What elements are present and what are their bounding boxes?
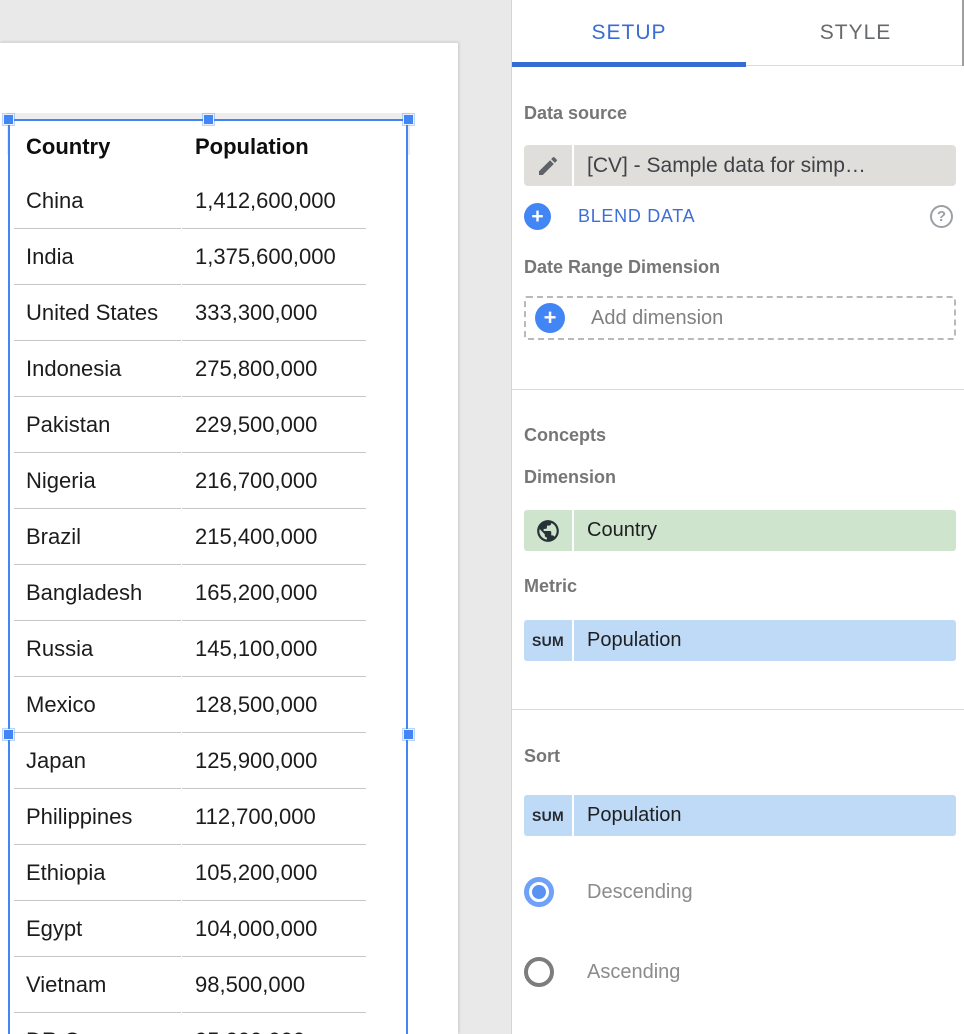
selection-handle-mid-left[interactable] bbox=[3, 729, 14, 740]
table-row: China 1,412,600,000 bbox=[10, 173, 406, 229]
population-cell: 1,412,600,000 bbox=[182, 173, 366, 229]
data-source-name[interactable]: [CV] - Sample data for simp… bbox=[574, 145, 956, 186]
country-cell: United States bbox=[14, 285, 181, 341]
table-row: Ethiopia 105,200,000 bbox=[10, 845, 406, 901]
radio-selected-icon[interactable] bbox=[524, 877, 554, 907]
sum-aggregation-badge: SUM bbox=[524, 620, 572, 661]
sort-ascending-option[interactable]: Ascending bbox=[524, 956, 956, 988]
country-cell: Ethiopia bbox=[14, 845, 181, 901]
country-cell: DR Congo bbox=[14, 1013, 181, 1034]
table-row: Pakistan 229,500,000 bbox=[10, 397, 406, 453]
metric-chip-population[interactable]: SUM Population bbox=[524, 620, 956, 661]
country-cell: Indonesia bbox=[14, 341, 181, 397]
table-header-country: Country bbox=[26, 134, 111, 159]
population-cell: 128,500,000 bbox=[182, 677, 366, 733]
country-cell: Nigeria bbox=[14, 453, 181, 509]
tab-style[interactable]: STYLE bbox=[819, 21, 892, 44]
country-cell: Philippines bbox=[14, 789, 181, 845]
table-chart[interactable]: Country Population China 1,412,600,000 Ind… bbox=[8, 119, 408, 1034]
country-cell: Mexico bbox=[14, 677, 181, 733]
table-row: Vietnam 98,500,000 bbox=[10, 957, 406, 1013]
country-cell: Pakistan bbox=[14, 397, 181, 453]
population-cell: 104,000,000 bbox=[182, 901, 366, 957]
data-source-label: Data source bbox=[524, 103, 628, 123]
add-dimension-dropzone[interactable]: + Add dimension bbox=[524, 296, 956, 340]
concepts-label: Concepts bbox=[524, 425, 607, 445]
section-divider bbox=[512, 709, 964, 710]
table-header-row: Country Population bbox=[10, 121, 406, 173]
country-cell: Vietnam bbox=[14, 957, 181, 1013]
selection-handle-top-left[interactable] bbox=[3, 114, 14, 125]
plus-icon: + bbox=[535, 303, 565, 333]
population-cell: 165,200,000 bbox=[182, 565, 366, 621]
table-row: Russia 145,100,000 bbox=[10, 621, 406, 677]
table-row: Japan 125,900,000 bbox=[10, 733, 406, 789]
table-row: Mexico 128,500,000 bbox=[10, 677, 406, 733]
population-cell: 105,200,000 bbox=[182, 845, 366, 901]
plus-icon: + bbox=[524, 203, 551, 230]
edit-data-source-button[interactable] bbox=[524, 145, 572, 186]
data-source-selector[interactable]: [CV] - Sample data for simp… bbox=[524, 145, 956, 186]
population-cell: 333,300,000 bbox=[182, 285, 366, 341]
sort-chip-population[interactable]: SUM Population bbox=[524, 795, 956, 836]
tab-setup[interactable]: SETUP bbox=[591, 21, 667, 44]
population-cell: 215,400,000 bbox=[182, 509, 366, 565]
country-cell: Bangladesh bbox=[14, 565, 181, 621]
country-cell: Egypt bbox=[14, 901, 181, 957]
dimension-label: Dimension bbox=[524, 467, 617, 487]
sort-chip-label: Population bbox=[574, 795, 956, 836]
country-cell: Japan bbox=[14, 733, 181, 789]
panel-edge-line bbox=[962, 0, 964, 66]
ascending-label: Ascending bbox=[587, 960, 681, 983]
table-row: Brazil 215,400,000 bbox=[10, 509, 406, 565]
country-cell: Brazil bbox=[14, 509, 181, 565]
population-cell: 1,375,600,000 bbox=[182, 229, 366, 285]
sum-aggregation-badge: SUM bbox=[524, 795, 572, 836]
country-cell: Russia bbox=[14, 621, 181, 677]
selection-handle-mid-right[interactable] bbox=[403, 729, 414, 740]
table-row: Indonesia 275,800,000 bbox=[10, 341, 406, 397]
table-rows: China 1,412,600,000 India 1,375,600,000 Unit… bbox=[10, 173, 406, 1034]
selection-handle-top-mid[interactable] bbox=[203, 114, 214, 125]
pencil-icon bbox=[536, 154, 560, 178]
radio-unselected-icon[interactable] bbox=[524, 957, 554, 987]
table-row: Egypt 104,000,000 bbox=[10, 901, 406, 957]
properties-panel: SETUP STYLE Data source [CV] - Sample da… bbox=[511, 0, 964, 1034]
blend-data-button[interactable]: + BLEND DATA ? bbox=[524, 203, 956, 230]
selection-handle-top-right[interactable] bbox=[403, 114, 414, 125]
help-icon[interactable]: ? bbox=[930, 205, 953, 228]
sort-descending-option[interactable]: Descending bbox=[524, 876, 956, 908]
dimension-chip-country[interactable]: Country bbox=[524, 510, 956, 551]
table-row: DR Congo95,200,000 bbox=[10, 1013, 406, 1034]
metric-chip-label: Population bbox=[574, 620, 956, 661]
population-cell: 125,900,000 bbox=[182, 733, 366, 789]
population-cell: 229,500,000 bbox=[182, 397, 366, 453]
population-cell: 145,100,000 bbox=[182, 621, 366, 677]
table-row: United States 333,300,000 bbox=[10, 285, 406, 341]
table-row: India 1,375,600,000 bbox=[10, 229, 406, 285]
population-cell: 95,200,000 bbox=[182, 1013, 366, 1034]
population-cell: 112,700,000 bbox=[182, 789, 366, 845]
table-row: Nigeria 216,700,000 bbox=[10, 453, 406, 509]
sort-label: Sort bbox=[524, 746, 560, 766]
section-divider bbox=[512, 389, 964, 390]
population-cell: 216,700,000 bbox=[182, 453, 366, 509]
country-cell: India bbox=[14, 229, 181, 285]
country-cell: China bbox=[14, 173, 181, 229]
table-row: Bangladesh 165,200,000 bbox=[10, 565, 406, 621]
globe-icon bbox=[524, 510, 572, 551]
descending-label: Descending bbox=[587, 880, 693, 903]
population-cell: 98,500,000 bbox=[182, 957, 366, 1013]
panel-tab-bar: SETUP STYLE bbox=[512, 0, 964, 67]
add-dimension-label: Add dimension bbox=[591, 306, 724, 329]
table-header-population: Population bbox=[195, 134, 309, 159]
population-cell: 275,800,000 bbox=[182, 341, 366, 397]
dimension-chip-label: Country bbox=[574, 510, 956, 551]
date-range-dimension-label: Date Range Dimension bbox=[524, 257, 721, 277]
blend-data-label: BLEND DATA bbox=[578, 206, 696, 226]
table-row: Philippines 112,700,000 bbox=[10, 789, 406, 845]
active-tab-underline bbox=[512, 62, 746, 67]
metric-label: Metric bbox=[524, 576, 578, 596]
